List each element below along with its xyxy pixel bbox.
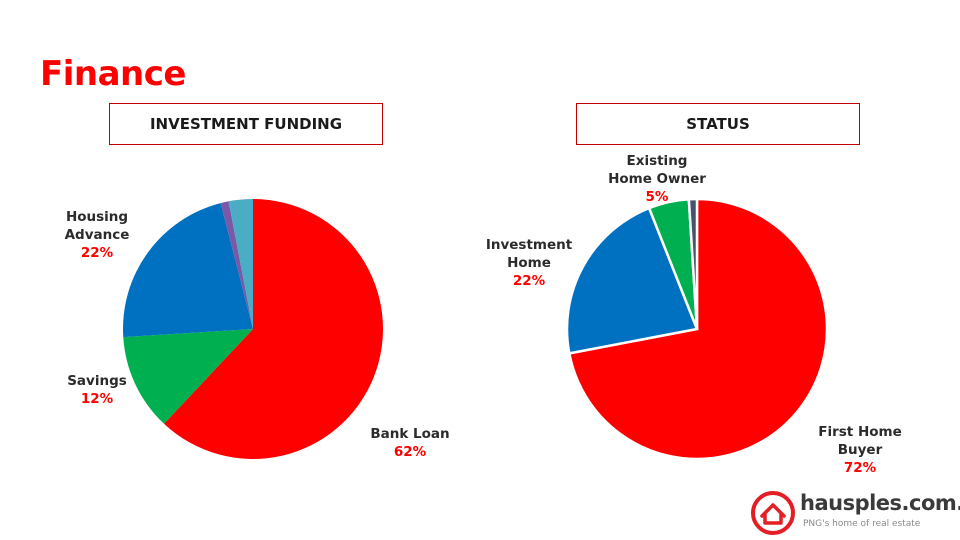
pie-slice-slice-3 [220,201,253,329]
page-title: Finance [40,54,186,94]
logo-name: hausples.com.pg [800,491,960,515]
pie-slice-investment-home [565,206,699,355]
slice-label-first-home-buyer: First Home Buyer 72% [818,424,902,476]
status-pie [565,197,829,461]
house-icon [751,491,795,535]
pie-slice-bank-loan [164,199,383,460]
slice-label-existing-home-owner: Existing Home Owner 5% [608,153,706,205]
pie-slice-slice-4 [228,199,253,329]
pie-slice-savings [123,329,253,424]
investment-funding-header: INVESTMENT FUNDING [109,103,383,145]
slice-label-bank-loan: Bank Loan 62% [370,426,450,460]
investment-funding-pie [123,199,383,460]
pie-slice-slice-3 [687,197,699,330]
pie-slice-housing-advance [123,203,253,338]
logo-tagline: PNG's home of real estate [803,519,921,529]
slice-label-housing-advance: Housing Advance 22% [64,209,130,261]
slice-label-savings: Savings 12% [67,373,127,407]
status-header: STATUS [576,103,860,145]
hausples-logo[interactable]: hausples.com.pg PNG's home of real estat… [750,490,960,535]
slice-label-investment-home: Investment Home 22% [485,237,573,289]
